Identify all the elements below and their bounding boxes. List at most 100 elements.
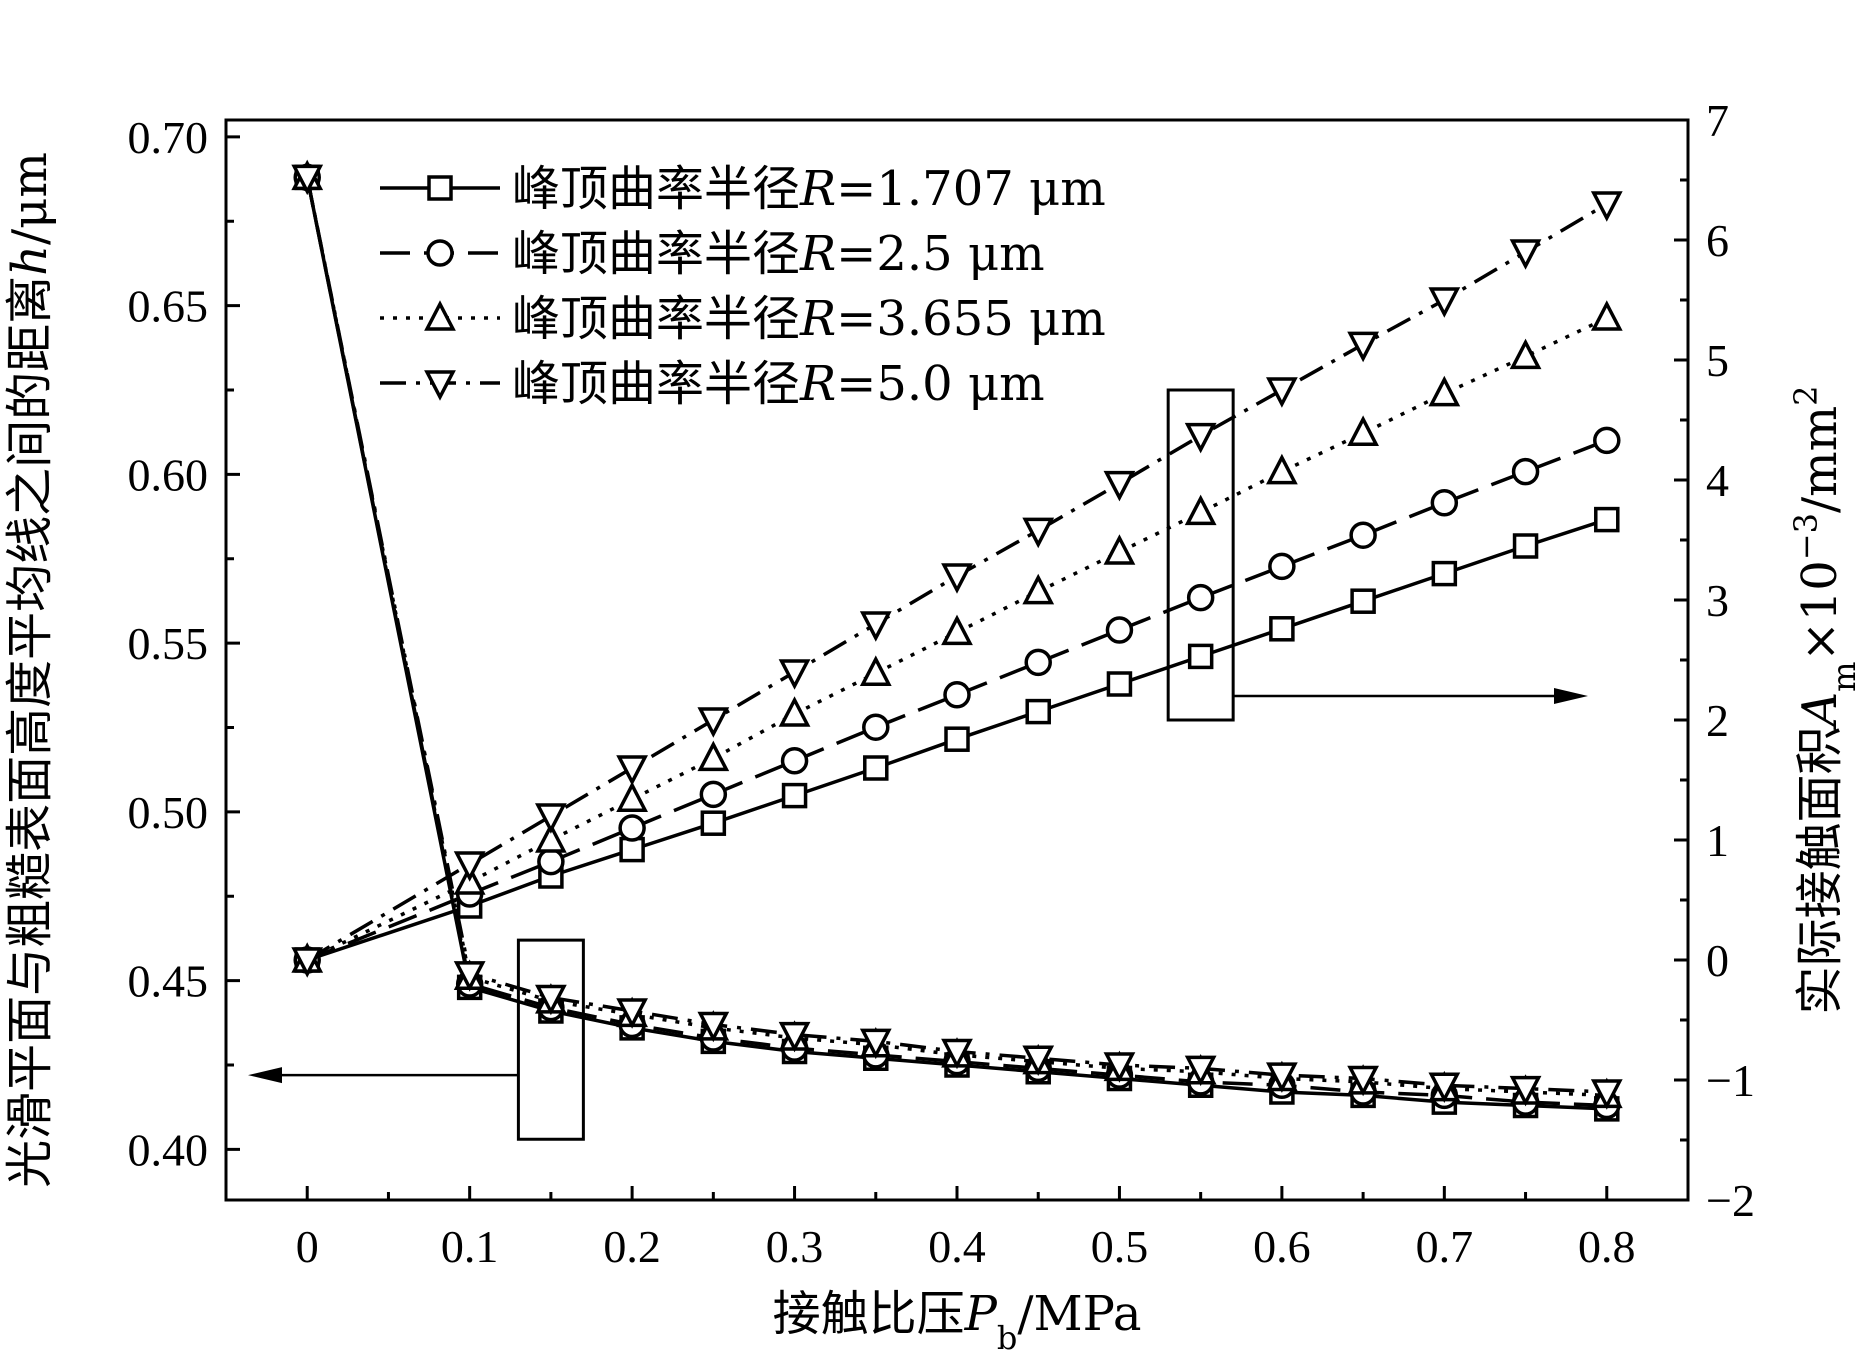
series-4-distance-point <box>291 164 324 196</box>
y-left-tick-label: 0.65 <box>128 281 209 332</box>
series-group <box>291 159 1623 1122</box>
y-right-tick-label: 7 <box>1706 95 1729 146</box>
series-2-area-point <box>618 814 646 842</box>
series-3-area-point <box>1509 338 1542 370</box>
series-3-area-point <box>535 822 567 853</box>
axis-titles: 接触比压Pb/MPa 光滑平面与粗糙表面高度平均线之间的距离h/μm 实际接触面积A… <box>2 152 1863 1357</box>
series-2-area-point <box>537 847 565 876</box>
series-4-distance-point <box>1590 1079 1623 1110</box>
series-4-area-point <box>453 851 486 882</box>
series-3-area-point <box>1347 415 1379 446</box>
y-left-tick-label: 0.55 <box>128 618 209 669</box>
y-right-tick-label: 6 <box>1706 215 1729 266</box>
series-1-area-point <box>1431 560 1458 587</box>
series-2-area-point <box>1430 489 1459 517</box>
series-2-area-point <box>1593 426 1621 455</box>
series-2-area-point <box>780 747 809 775</box>
series-1-distance-line <box>305 177 1607 1111</box>
callout-arrowhead-left <box>248 1067 282 1084</box>
series-1-area-point <box>1106 671 1133 697</box>
series-2-area-point <box>1105 616 1134 644</box>
y-right-tick-label: 4 <box>1706 455 1729 506</box>
series-1-area-point <box>619 836 645 863</box>
series-4-distance-point <box>1022 1045 1055 1077</box>
series-4-distance-point <box>697 1011 730 1043</box>
series-4-area-point <box>1103 470 1136 502</box>
series-1-area-point <box>1350 588 1376 614</box>
legend-label-2: 峰顶曲率半径R=2.5 μm <box>512 226 1045 282</box>
series-3-area-point <box>1184 494 1217 526</box>
series-3-area-point <box>697 740 730 772</box>
x-axis-title: 接触比压Pb/MPa <box>773 1286 1142 1357</box>
series-2-area-point <box>699 780 728 809</box>
y-right-tick-label: 5 <box>1706 335 1729 386</box>
series-4-distance-point <box>778 1021 811 1053</box>
series-3-distance-line <box>305 177 1607 1098</box>
series-4-area-point <box>1184 422 1217 454</box>
series-4-distance-point <box>535 984 567 1016</box>
series-1-area-point <box>1512 533 1539 559</box>
series-2-area-point <box>1024 648 1052 677</box>
x-tick-label: 0.7 <box>1416 1221 1474 1272</box>
tick-labels: 0 0.1 0.2 0.3 0.4 0.5 0.6 0.7 0.8 0.40 0.45 0.50 0.5… <box>128 95 1755 1272</box>
series-4-area-point <box>1509 239 1542 270</box>
series-3-area-point <box>1022 573 1055 605</box>
series-2-distance-line <box>305 177 1607 1108</box>
annotations <box>248 388 1588 1141</box>
x-tick-label: 0.2 <box>603 1221 661 1272</box>
series-1-area-point <box>1269 616 1295 642</box>
series-4-area-point <box>1266 377 1298 408</box>
x-tick-label: 0.5 <box>1091 1221 1149 1272</box>
legend-label-3: 峰顶曲率半径R=3.655 μm <box>512 291 1106 347</box>
legend-marker-3 <box>424 300 456 331</box>
series-4-area-point <box>616 755 648 786</box>
series-4-area-point <box>291 947 324 978</box>
series-3-area-point <box>616 781 648 812</box>
x-tick-label: 0.8 <box>1578 1221 1636 1272</box>
series-4-distance-point <box>859 1028 892 1060</box>
y-right-tick-label: 0 <box>1706 935 1729 986</box>
y-right-tick-label: 3 <box>1706 575 1729 626</box>
series-4-area-point <box>778 659 811 690</box>
series-4-distance-point <box>616 998 648 1029</box>
y-right-tick-label: 2 <box>1706 695 1729 746</box>
series-4-distance-point <box>1347 1065 1379 1097</box>
series-3-area-point <box>1428 375 1461 407</box>
series-3-area-point <box>778 696 811 727</box>
series-3-area-point <box>1103 534 1136 565</box>
x-tick-label: 0 <box>296 1221 319 1272</box>
series-4-distance-point <box>1509 1075 1542 1107</box>
callout-box-left <box>516 938 585 1141</box>
series-4-area-point <box>1428 287 1461 318</box>
series-4-area-line <box>306 202 1608 962</box>
series-3-area-line <box>306 316 1608 962</box>
series-4-area-point <box>1590 191 1623 222</box>
series-4-area-point <box>941 563 973 594</box>
series-1-area-point <box>863 755 889 781</box>
series-1-area-point <box>700 810 727 836</box>
axis-ticks <box>224 118 1688 1202</box>
series-2-area-point <box>1349 521 1377 549</box>
legend-label-4: 峰顶曲率半径R=5.0 μm <box>512 356 1045 412</box>
y-left-tick-label: 0.45 <box>128 956 209 1007</box>
series-1-area-point <box>944 726 970 752</box>
series-2-area-point <box>1511 457 1540 486</box>
series-4-distance-point <box>1428 1072 1461 1104</box>
series-4-area-point <box>859 611 892 642</box>
x-tick-label: 0.4 <box>928 1221 986 1272</box>
series-2-area-point <box>943 681 971 709</box>
series-1-area-point <box>1025 698 1051 725</box>
series-4-area-point <box>697 707 730 738</box>
series-4-area-point <box>1022 517 1055 549</box>
legend-marker-4 <box>424 370 456 401</box>
series-2-area-point <box>1186 583 1215 612</box>
y-left-axis-title: 光滑平面与粗糙表面高度平均线之间的距离h/μm <box>2 152 58 1188</box>
x-tick-label: 0.1 <box>441 1221 499 1272</box>
series-1-area-point <box>1594 506 1620 533</box>
y-right-axis-title: 实际接触面积Am×10−3/mm2 <box>1787 385 1863 1014</box>
series-1-area-line <box>306 517 1608 962</box>
y-left-tick-label: 0.70 <box>128 112 209 163</box>
series-2-area-point <box>862 713 890 741</box>
y-left-tick-label: 0.50 <box>128 787 209 838</box>
